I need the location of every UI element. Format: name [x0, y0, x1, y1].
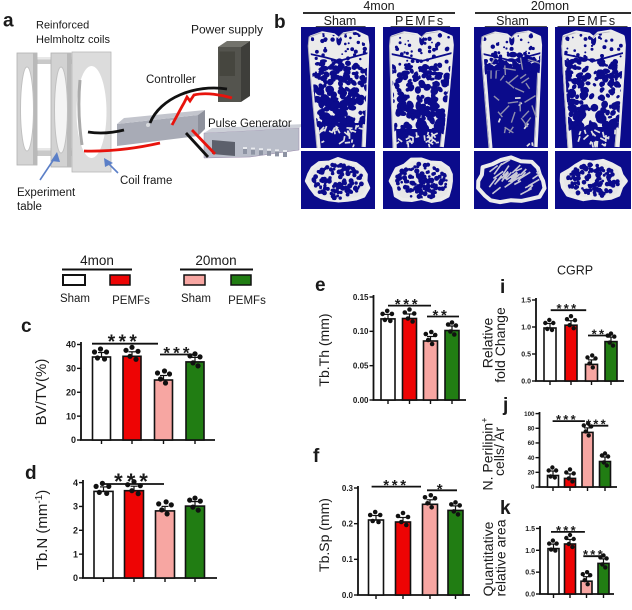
svg-text:40: 40 — [66, 340, 76, 350]
svg-text:cells/ Ar: cells/ Ar — [491, 427, 507, 476]
svg-text:PEMFs: PEMFs — [567, 14, 617, 28]
svg-text:***: *** — [556, 523, 578, 538]
svg-text:CGRP: CGRP — [557, 264, 593, 278]
svg-text:Pulse Generator: Pulse Generator — [208, 118, 292, 130]
svg-text:Tb.Sp (mm): Tb.Sp (mm) — [316, 498, 332, 572]
svg-text:BV/TV(%): BV/TV(%) — [33, 359, 50, 426]
svg-text:Sham: Sham — [60, 293, 90, 305]
svg-text:f: f — [313, 446, 320, 467]
svg-text:fold Change: fold Change — [492, 307, 508, 383]
svg-text:b: b — [274, 12, 286, 33]
svg-text:Helmholtz coils: Helmholtz coils — [36, 34, 110, 46]
svg-text:Quantitative: Quantitative — [480, 521, 496, 596]
svg-text:40: 40 — [528, 455, 535, 462]
svg-text:3: 3 — [73, 502, 78, 512]
svg-text:Experiment: Experiment — [17, 187, 76, 199]
svg-text:Tb.Th (mm): Tb.Th (mm) — [316, 313, 332, 386]
svg-text:1.5: 1.5 — [521, 298, 531, 305]
svg-text:0.10: 0.10 — [353, 327, 369, 336]
svg-text:0: 0 — [531, 484, 535, 491]
svg-text:***: *** — [583, 547, 605, 562]
svg-text:***: *** — [395, 296, 421, 313]
svg-text:100: 100 — [524, 411, 535, 418]
svg-text:Sham: Sham — [324, 14, 357, 28]
svg-text:30: 30 — [66, 364, 76, 374]
svg-text:60: 60 — [528, 440, 535, 447]
svg-text:***: *** — [383, 477, 409, 494]
svg-text:0.00: 0.00 — [353, 396, 369, 405]
svg-text:0.15: 0.15 — [353, 293, 369, 302]
svg-text:Relative: Relative — [480, 318, 496, 369]
svg-text:0.2: 0.2 — [342, 520, 354, 529]
svg-text:4mon: 4mon — [363, 0, 394, 13]
svg-text:Controller: Controller — [146, 74, 196, 86]
svg-text:***: *** — [114, 469, 152, 494]
svg-text:Tb.N (mm-1): Tb.N (mm-1) — [34, 490, 51, 571]
svg-text:4: 4 — [73, 478, 78, 488]
svg-text:1: 1 — [73, 549, 78, 559]
svg-text:Coil frame: Coil frame — [120, 175, 172, 187]
svg-text:table: table — [17, 201, 42, 213]
svg-text:d: d — [25, 463, 37, 484]
svg-text:k: k — [500, 498, 511, 519]
svg-text:***: *** — [556, 301, 578, 316]
svg-text:i: i — [500, 277, 505, 298]
svg-text:0.0: 0.0 — [342, 591, 354, 600]
svg-text:2: 2 — [73, 526, 78, 536]
svg-text:20mon: 20mon — [531, 0, 569, 13]
svg-text:***: *** — [556, 412, 578, 427]
svg-text:PEMFs: PEMFs — [228, 295, 266, 307]
svg-text:0: 0 — [73, 573, 78, 583]
svg-text:0.1: 0.1 — [342, 555, 354, 564]
svg-text:0.05: 0.05 — [353, 362, 369, 371]
svg-text:1.5: 1.5 — [525, 526, 535, 533]
svg-text:20: 20 — [66, 387, 76, 397]
svg-text:N. Perilipin+: N. Perilipin+ — [480, 418, 496, 491]
svg-text:c: c — [21, 316, 32, 337]
svg-text:j: j — [502, 395, 508, 416]
svg-text:1.0: 1.0 — [521, 325, 531, 332]
svg-text:***: *** — [163, 343, 192, 362]
svg-text:Power supply: Power supply — [191, 23, 263, 37]
svg-text:0.3: 0.3 — [342, 484, 354, 493]
svg-text:0.0: 0.0 — [525, 592, 535, 599]
svg-text:Sham: Sham — [181, 293, 211, 305]
svg-text:**: ** — [432, 307, 449, 324]
svg-text:4mon: 4mon — [80, 253, 114, 268]
svg-text:0.5: 0.5 — [521, 352, 531, 359]
svg-text:relative area: relative area — [493, 519, 509, 596]
svg-text:20: 20 — [528, 470, 535, 477]
svg-text:0.5: 0.5 — [525, 570, 535, 577]
svg-text:Reinforced: Reinforced — [36, 20, 89, 32]
svg-text:***: *** — [108, 332, 140, 353]
svg-text:Sham: Sham — [496, 14, 529, 28]
svg-text:**: ** — [592, 326, 607, 341]
svg-text:0: 0 — [71, 435, 76, 445]
svg-text:a: a — [3, 11, 14, 32]
svg-text:20mon: 20mon — [195, 253, 236, 268]
svg-text:***: *** — [586, 417, 608, 432]
svg-text:10: 10 — [66, 411, 76, 421]
svg-text:0.0: 0.0 — [521, 379, 531, 386]
svg-text:1.0: 1.0 — [525, 548, 535, 555]
svg-text:e: e — [315, 275, 326, 296]
svg-text:*: * — [437, 481, 446, 498]
svg-text:80: 80 — [528, 426, 535, 433]
svg-text:PEMFs: PEMFs — [112, 295, 150, 307]
svg-text:PEMFs: PEMFs — [395, 14, 445, 28]
